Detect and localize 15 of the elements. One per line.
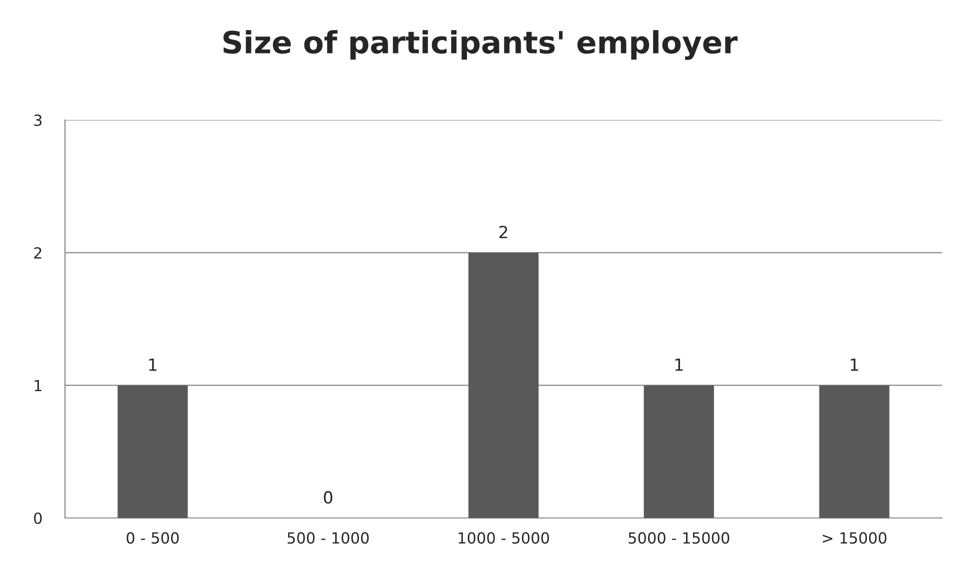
y-tick-label: 0 [34,512,42,524]
y-tick-label: 3 [34,114,42,126]
data-label: 2 [499,226,508,238]
x-tick-label: 5000 - 15000 [628,532,730,544]
data-label: 1 [850,358,858,371]
x-tick-label: > 15000 [822,532,886,544]
data-label: 0 [324,491,332,504]
data-label: 1 [149,358,156,371]
data-label: 1 [675,358,683,371]
x-tick-label: 500 - 1000 [288,532,369,544]
x-tick-label: 1000 - 5000 [458,532,549,544]
chart-title: Size of participants' employer [223,30,738,60]
y-tick-label: 2 [34,247,42,258]
y-tick-label: 1 [34,380,42,392]
x-tick-label: 0 - 500 [126,532,179,544]
